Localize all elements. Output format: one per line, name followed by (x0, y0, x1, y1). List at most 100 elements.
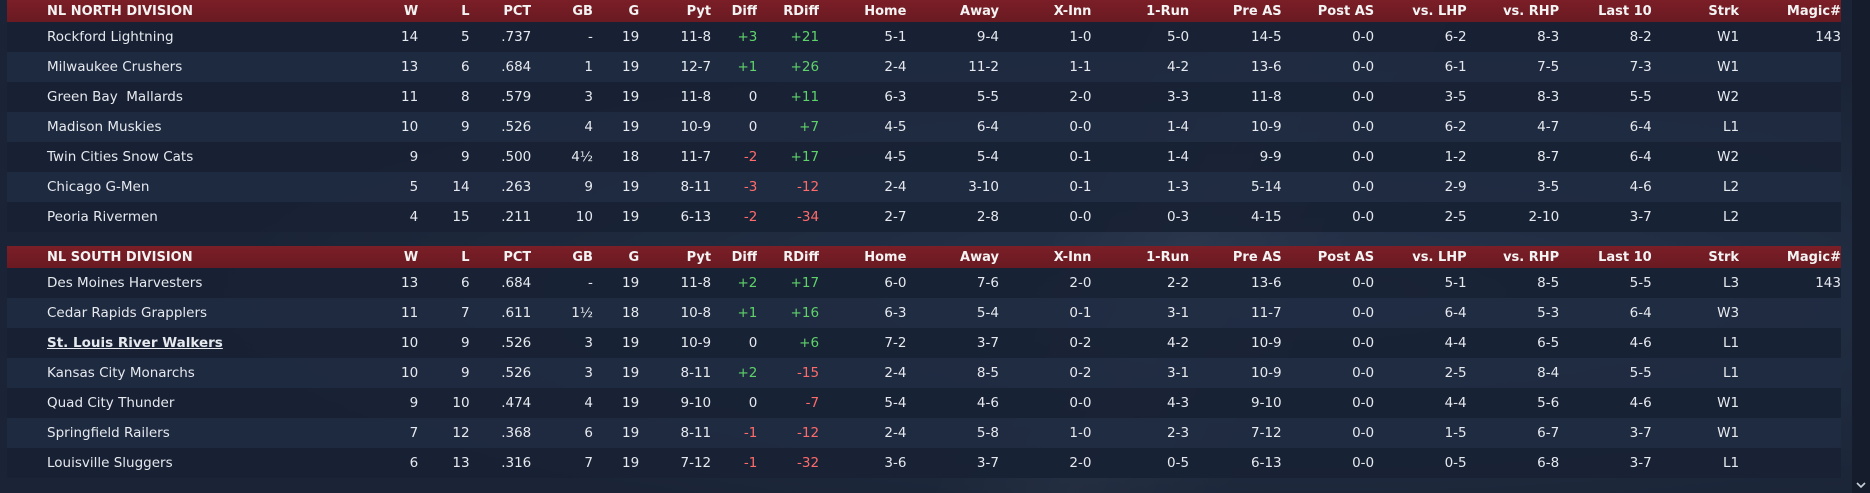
column-header-losses[interactable]: L (418, 246, 470, 268)
division-name[interactable]: NL SOUTH DIVISION (7, 246, 347, 268)
column-header-magic-number[interactable]: Magic# (1739, 246, 1841, 268)
column-header-streak[interactable]: Strk (1651, 246, 1740, 268)
table-row[interactable]: Peoria Rivermen 4 15.211 10 19 6-13 -2 -34 2-7 2-… (7, 202, 1841, 232)
column-header-pre-all-star[interactable]: Pre AS (1189, 0, 1282, 22)
column-header-wins[interactable]: W (346, 0, 419, 22)
team-name: Madison Muskies (7, 112, 347, 142)
cell-losses: 9 (418, 112, 470, 142)
cell-vs-lhp: 2-9 (1374, 172, 1467, 202)
cell-vs-lhp: 6-1 (1374, 52, 1467, 82)
column-header-run-diff[interactable]: RDiff (757, 246, 820, 268)
column-header-home[interactable]: Home (819, 246, 907, 268)
cell-vs-lhp: 2-5 (1374, 358, 1467, 388)
cell-away: 3-7 (906, 448, 999, 478)
cell-last-10: 7-3 (1559, 52, 1652, 82)
cell-post-all-star: 0-0 (1281, 328, 1375, 358)
cell-vs-rhp: 6-8 (1466, 448, 1560, 478)
team-name: Rockford Lightning (7, 22, 347, 52)
column-header-away[interactable]: Away (906, 246, 999, 268)
column-header-wins[interactable]: W (346, 246, 419, 268)
table-row[interactable]: Milwaukee Crushers 13 6.684 1 19 12-7 +1 +26 2-4… (7, 52, 1841, 82)
column-header-magic-number[interactable]: Magic# (1739, 0, 1841, 22)
column-header-diff[interactable]: Diff (711, 0, 758, 22)
cell-games-back: 1½ (531, 298, 593, 328)
table-row[interactable]: Madison Muskies 10 9.526 4 19 10-9 0 +7 4-5 6-4 0-… (7, 112, 1841, 142)
cell-magic-number (1739, 298, 1841, 328)
team-name: Louisville Sluggers (7, 448, 347, 478)
table-row[interactable]: Springfield Railers 7 12.368 6 19 8-11 -1 -12 2-… (7, 418, 1841, 448)
cell-games: 19 (592, 418, 640, 448)
cell-home: 7-2 (819, 328, 907, 358)
cell-streak: W1 (1651, 22, 1740, 52)
column-header-pre-all-star[interactable]: Pre AS (1189, 246, 1282, 268)
column-header-games[interactable]: G (592, 0, 640, 22)
cell-last-10: 6-4 (1559, 298, 1652, 328)
table-row[interactable]: Chicago G-Men 5 14.263 9 19 8-11 -3 -12 2-4 3-10 0… (7, 172, 1841, 202)
cell-one-run: 4-3 (1091, 388, 1190, 418)
cell-extra-innings: 1-0 (998, 418, 1092, 448)
cell-games: 19 (592, 448, 640, 478)
cell-games-back: - (531, 268, 593, 298)
column-header-extra-innings[interactable]: X-Inn (998, 0, 1092, 22)
column-header-games-back[interactable]: GB (531, 0, 593, 22)
column-header-run-diff[interactable]: RDiff (757, 0, 820, 22)
table-row[interactable]: Louisville Sluggers 6 13.316 7 19 7-12 -1 -32 3-… (7, 448, 1841, 478)
cell-pct: .316 (469, 448, 532, 478)
cell-pythag: 8-11 (639, 418, 712, 448)
team-name[interactable]: St. Louis River Walkers (7, 328, 347, 358)
cell-pre-all-star: 11-7 (1189, 298, 1282, 328)
column-header-home[interactable]: Home (819, 0, 907, 22)
table-row[interactable]: Kansas City Monarchs 10 9.526 3 19 8-11 +2 -15 2… (7, 358, 1841, 388)
column-header-one-run[interactable]: 1-Run (1091, 246, 1190, 268)
cell-losses: 9 (418, 358, 470, 388)
column-header-games[interactable]: G (592, 246, 640, 268)
column-header-away[interactable]: Away (906, 0, 999, 22)
cell-pre-all-star: 9-10 (1189, 388, 1282, 418)
cell-pythag: 11-7 (639, 142, 712, 172)
column-header-post-all-star[interactable]: Post AS (1281, 246, 1375, 268)
cell-vs-lhp: 4-4 (1374, 388, 1467, 418)
cell-vs-rhp: 8-3 (1466, 82, 1560, 112)
chevron-down-icon[interactable] (1855, 479, 1867, 491)
column-header-last-10[interactable]: Last 10 (1559, 246, 1652, 268)
column-header-extra-innings[interactable]: X-Inn (998, 246, 1092, 268)
column-header-games-back[interactable]: GB (531, 246, 593, 268)
column-header-pct[interactable]: PCT (469, 246, 532, 268)
column-header-one-run[interactable]: 1-Run (1091, 0, 1190, 22)
cell-one-run: 4-2 (1091, 328, 1190, 358)
table-row[interactable]: Cedar Rapids Grapplers 11 7.611 1½ 18 10-8 +1 +… (7, 298, 1841, 328)
cell-last-10: 4-6 (1559, 388, 1652, 418)
cell-away: 7-6 (906, 268, 999, 298)
cell-post-all-star: 0-0 (1281, 52, 1375, 82)
cell-pythag: 8-11 (639, 172, 712, 202)
cell-home: 3-6 (819, 448, 907, 478)
column-header-pythag[interactable]: Pyt (639, 0, 712, 22)
column-header-pct[interactable]: PCT (469, 0, 532, 22)
column-header-vs-rhp[interactable]: vs. RHP (1466, 0, 1560, 22)
column-header-diff[interactable]: Diff (711, 246, 758, 268)
cell-one-run: 1-4 (1091, 112, 1190, 142)
column-header-last-10[interactable]: Last 10 (1559, 0, 1652, 22)
division-header: NL NORTH DIVISION W L PCT GB G Pyt Diff RDiff Hom… (7, 0, 1841, 22)
table-row[interactable]: St. Louis River Walkers 10 9.526 3 19 10-9 0 +6… (7, 328, 1841, 358)
column-header-vs-rhp[interactable]: vs. RHP (1466, 246, 1560, 268)
cell-losses: 9 (418, 328, 470, 358)
table-row[interactable]: Green Bay Mallards 11 8.579 3 19 11-8 0 +11 6-3 5… (7, 82, 1841, 112)
table-row[interactable]: Quad City Thunder 9 10.474 4 19 9-10 0 -7 5-4 4-6… (7, 388, 1841, 418)
column-header-streak[interactable]: Strk (1651, 0, 1740, 22)
vertical-scrollbar[interactable] (1852, 0, 1870, 493)
cell-home: 5-4 (819, 388, 907, 418)
cell-pythag: 7-12 (639, 448, 712, 478)
column-header-pythag[interactable]: Pyt (639, 246, 712, 268)
table-row[interactable]: Des Moines Harvesters 13 6.684-19 11-8 +2 +17… (7, 268, 1841, 298)
column-header-post-all-star[interactable]: Post AS (1281, 0, 1375, 22)
cell-one-run: 0-5 (1091, 448, 1190, 478)
cell-vs-rhp: 8-4 (1466, 358, 1560, 388)
table-row[interactable]: Twin Cities Snow Cats 9 9.500 4½ 18 11-7 -2 +17… (7, 142, 1841, 172)
column-header-vs-lhp[interactable]: vs. LHP (1374, 0, 1467, 22)
table-row[interactable]: Rockford Lightning 14 5.737-19 11-8 +3 +21 5-1… (7, 22, 1841, 52)
division-name[interactable]: NL NORTH DIVISION (7, 0, 347, 22)
column-header-vs-lhp[interactable]: vs. LHP (1374, 246, 1467, 268)
cell-losses: 12 (418, 418, 470, 448)
column-header-losses[interactable]: L (418, 0, 470, 22)
